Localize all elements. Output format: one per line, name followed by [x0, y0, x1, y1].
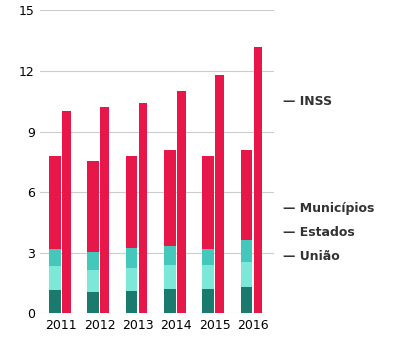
Bar	[164, 289, 176, 313]
Bar	[49, 290, 60, 313]
Bar	[126, 248, 137, 268]
Bar	[49, 266, 60, 290]
Bar	[216, 75, 224, 313]
Text: — Estados: — Estados	[283, 226, 355, 239]
Bar	[164, 150, 176, 246]
Bar	[87, 270, 99, 292]
Bar	[126, 291, 137, 313]
Bar	[100, 107, 109, 313]
Bar	[241, 150, 252, 239]
Bar	[49, 156, 60, 248]
Bar	[164, 265, 176, 289]
Bar	[126, 268, 137, 291]
Text: — INSS: — INSS	[283, 95, 332, 108]
Bar	[87, 292, 99, 313]
Bar	[87, 252, 99, 270]
Text: — Municípios: — Municípios	[283, 202, 375, 215]
Bar	[241, 287, 252, 313]
Bar	[126, 156, 137, 248]
Bar	[202, 265, 214, 289]
Bar	[202, 156, 214, 248]
Bar	[241, 262, 252, 287]
Bar	[139, 103, 147, 313]
Bar	[49, 248, 60, 266]
Bar	[202, 289, 214, 313]
Bar	[87, 161, 99, 252]
Bar	[164, 246, 176, 265]
Bar	[202, 248, 214, 265]
Bar	[177, 91, 185, 313]
Bar	[62, 111, 71, 313]
Bar	[254, 47, 262, 313]
Bar	[241, 239, 252, 262]
Text: — União: — União	[283, 250, 340, 263]
